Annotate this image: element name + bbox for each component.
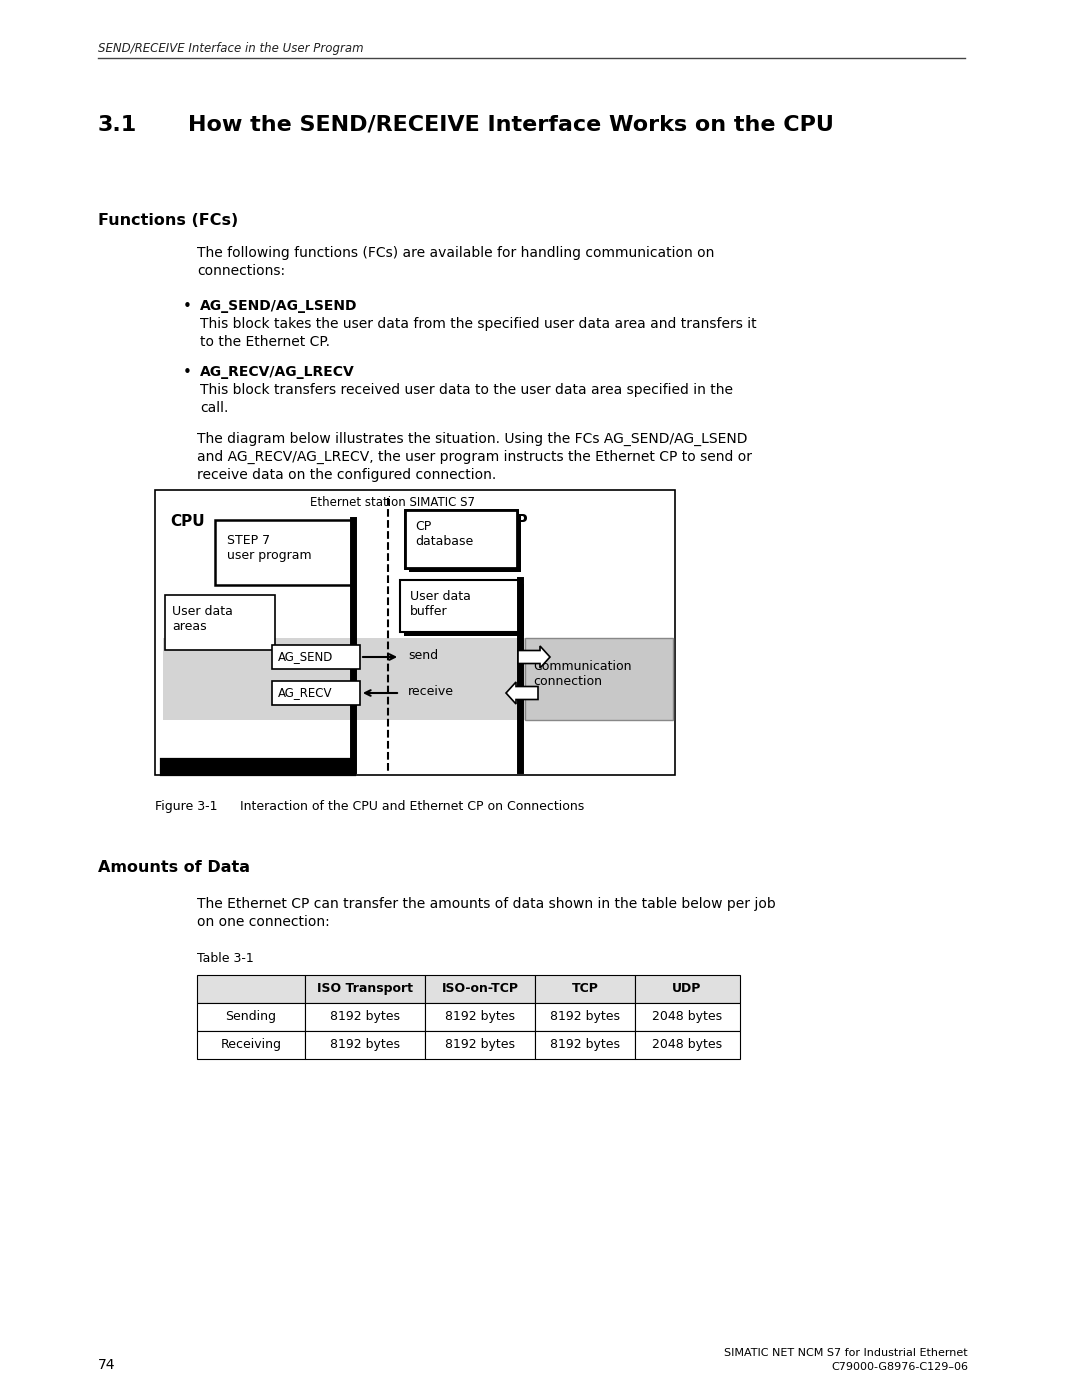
Bar xyxy=(400,580,519,631)
Text: call.: call. xyxy=(200,401,228,415)
Text: User data
areas: User data areas xyxy=(172,605,233,633)
Text: on one connection:: on one connection: xyxy=(197,915,329,929)
Bar xyxy=(535,975,635,1003)
Bar xyxy=(156,490,675,775)
Text: Functions (FCs): Functions (FCs) xyxy=(98,212,239,228)
Bar xyxy=(525,638,673,719)
Text: UDP: UDP xyxy=(673,982,702,995)
Text: 8192 bytes: 8192 bytes xyxy=(330,1038,400,1051)
Text: CPU: CPU xyxy=(170,514,204,529)
Bar xyxy=(163,638,669,719)
Text: The diagram below illustrates the situation. Using the FCs AG_SEND/AG_LSEND: The diagram below illustrates the situat… xyxy=(197,432,747,446)
Text: Figure 3-1: Figure 3-1 xyxy=(156,800,217,813)
Text: TCP: TCP xyxy=(571,982,598,995)
Text: 2048 bytes: 2048 bytes xyxy=(652,1038,723,1051)
Text: 8192 bytes: 8192 bytes xyxy=(550,1010,620,1023)
Text: This block transfers received user data to the user data area specified in the: This block transfers received user data … xyxy=(200,383,733,397)
FancyArrow shape xyxy=(518,645,550,668)
Text: Ethernet CP: Ethernet CP xyxy=(426,514,528,529)
Bar xyxy=(635,975,740,1003)
Text: The following functions (FCs) are available for handling communication on: The following functions (FCs) are availa… xyxy=(197,246,714,260)
Text: Sending: Sending xyxy=(226,1010,276,1023)
Text: receive data on the configured connection.: receive data on the configured connectio… xyxy=(197,468,496,482)
Bar xyxy=(197,975,305,1003)
Text: AG_RECV: AG_RECV xyxy=(278,686,333,698)
Bar xyxy=(426,975,535,1003)
Text: •: • xyxy=(183,299,192,314)
Text: SIMATIC NET NCM S7 for Industrial Ethernet: SIMATIC NET NCM S7 for Industrial Ethern… xyxy=(725,1348,968,1358)
Text: •: • xyxy=(183,365,192,380)
Text: AG_SEND/AG_LSEND: AG_SEND/AG_LSEND xyxy=(200,299,357,313)
Text: receive: receive xyxy=(408,685,454,698)
Bar xyxy=(635,1003,740,1031)
Text: STEP 7
user program: STEP 7 user program xyxy=(227,534,312,562)
Bar xyxy=(305,975,426,1003)
Text: ISO-on-TCP: ISO-on-TCP xyxy=(442,982,518,995)
Bar xyxy=(426,1003,535,1031)
Text: and AG_RECV/AG_LRECV, the user program instructs the Ethernet CP to send or: and AG_RECV/AG_LRECV, the user program i… xyxy=(197,450,752,464)
Bar xyxy=(426,1031,535,1059)
Text: 74: 74 xyxy=(98,1358,116,1372)
Text: Interaction of the CPU and Ethernet CP on Connections: Interaction of the CPU and Ethernet CP o… xyxy=(240,800,584,813)
Text: 8192 bytes: 8192 bytes xyxy=(445,1038,515,1051)
Text: Amounts of Data: Amounts of Data xyxy=(98,861,249,875)
Bar xyxy=(197,1003,305,1031)
Text: This block takes the user data from the specified user data area and transfers i: This block takes the user data from the … xyxy=(200,317,757,331)
Bar xyxy=(197,1031,305,1059)
Text: User data
buffer: User data buffer xyxy=(410,590,471,617)
Bar xyxy=(305,1003,426,1031)
Text: AG_SEND: AG_SEND xyxy=(278,650,334,664)
Bar xyxy=(305,1031,426,1059)
Text: Communication
connection: Communication connection xyxy=(534,659,632,687)
Bar xyxy=(535,1003,635,1031)
Bar xyxy=(409,514,521,571)
Text: Receiving: Receiving xyxy=(220,1038,282,1051)
Text: AG_RECV/AG_LRECV: AG_RECV/AG_LRECV xyxy=(200,365,354,379)
Bar xyxy=(215,520,353,585)
Text: 3.1: 3.1 xyxy=(98,115,137,136)
Bar xyxy=(272,645,360,669)
Bar xyxy=(405,510,517,569)
Text: send: send xyxy=(408,650,438,662)
Bar xyxy=(404,584,524,636)
Text: 8192 bytes: 8192 bytes xyxy=(550,1038,620,1051)
Text: to the Ethernet CP.: to the Ethernet CP. xyxy=(200,335,330,349)
Text: Ethernet station SIMATIC S7: Ethernet station SIMATIC S7 xyxy=(310,496,475,509)
Text: How the SEND/RECEIVE Interface Works on the CPU: How the SEND/RECEIVE Interface Works on … xyxy=(188,115,834,136)
FancyArrow shape xyxy=(507,682,538,704)
Text: 8192 bytes: 8192 bytes xyxy=(330,1010,400,1023)
Text: Table 3-1: Table 3-1 xyxy=(197,951,254,965)
Text: 8192 bytes: 8192 bytes xyxy=(445,1010,515,1023)
Text: SEND/RECEIVE Interface in the User Program: SEND/RECEIVE Interface in the User Progr… xyxy=(98,42,364,54)
Bar xyxy=(272,680,360,705)
Text: The Ethernet CP can transfer the amounts of data shown in the table below per jo: The Ethernet CP can transfer the amounts… xyxy=(197,897,775,911)
Bar xyxy=(635,1031,740,1059)
Text: ISO Transport: ISO Transport xyxy=(318,982,413,995)
Text: C79000-G8976-C129–06: C79000-G8976-C129–06 xyxy=(831,1362,968,1372)
Text: 2048 bytes: 2048 bytes xyxy=(652,1010,723,1023)
Text: connections:: connections: xyxy=(197,264,285,278)
Bar xyxy=(165,595,275,650)
Bar xyxy=(535,1031,635,1059)
Text: CP
database: CP database xyxy=(415,520,473,548)
Bar xyxy=(405,510,517,569)
